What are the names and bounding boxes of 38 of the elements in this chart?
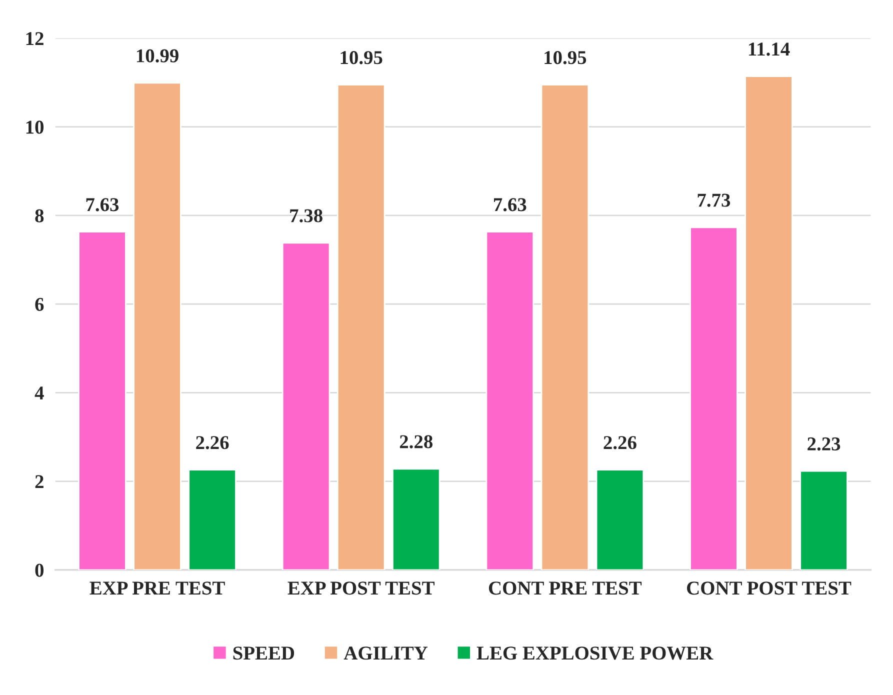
legend-label: LEG EXPLOSIVE POWER [476,646,714,660]
data-label: 2.26 [604,436,636,450]
bar [282,242,330,570]
data-label: 7.73 [698,194,730,207]
bar [596,469,644,570]
x-tick-label: EXP POST TEST [288,582,434,595]
y-tick-label: 0 [35,564,44,577]
data-label: 7.63 [494,198,526,212]
data-label: 7.38 [290,209,322,222]
bar [540,84,590,570]
bar [486,231,534,570]
bar [78,231,126,570]
legend-label: SPEED [233,646,294,660]
x-tick-label: EXP PRE TEST [90,582,225,595]
y-tick-label: 8 [35,209,44,222]
x-tick-label: CONT POST TEST [687,582,852,595]
bar [392,468,440,570]
data-label: 11.14 [748,42,790,56]
bar [690,226,738,570]
y-tick-label: 4 [34,386,44,400]
y-tick-label: 6 [35,298,44,311]
x-tick-label: CONT PRE TEST [488,582,642,595]
y-tick-label: 2 [35,475,44,488]
data-label: 10.99 [136,49,178,62]
data-label: 2.26 [196,436,229,450]
bar [744,76,793,570]
data-label: 2.28 [400,435,433,448]
bar [188,469,236,570]
y-tick-label: 10 [26,120,44,134]
data-label: 10.95 [544,51,586,64]
legend-label: AGILITY [344,646,428,660]
data-label: 10.95 [340,51,382,64]
bar [133,82,182,570]
data-label: 7.63 [86,198,119,212]
bar [336,84,386,570]
bar [800,470,848,570]
y-tick-label: 12 [26,32,44,45]
data-label: 2.23 [808,437,840,451]
